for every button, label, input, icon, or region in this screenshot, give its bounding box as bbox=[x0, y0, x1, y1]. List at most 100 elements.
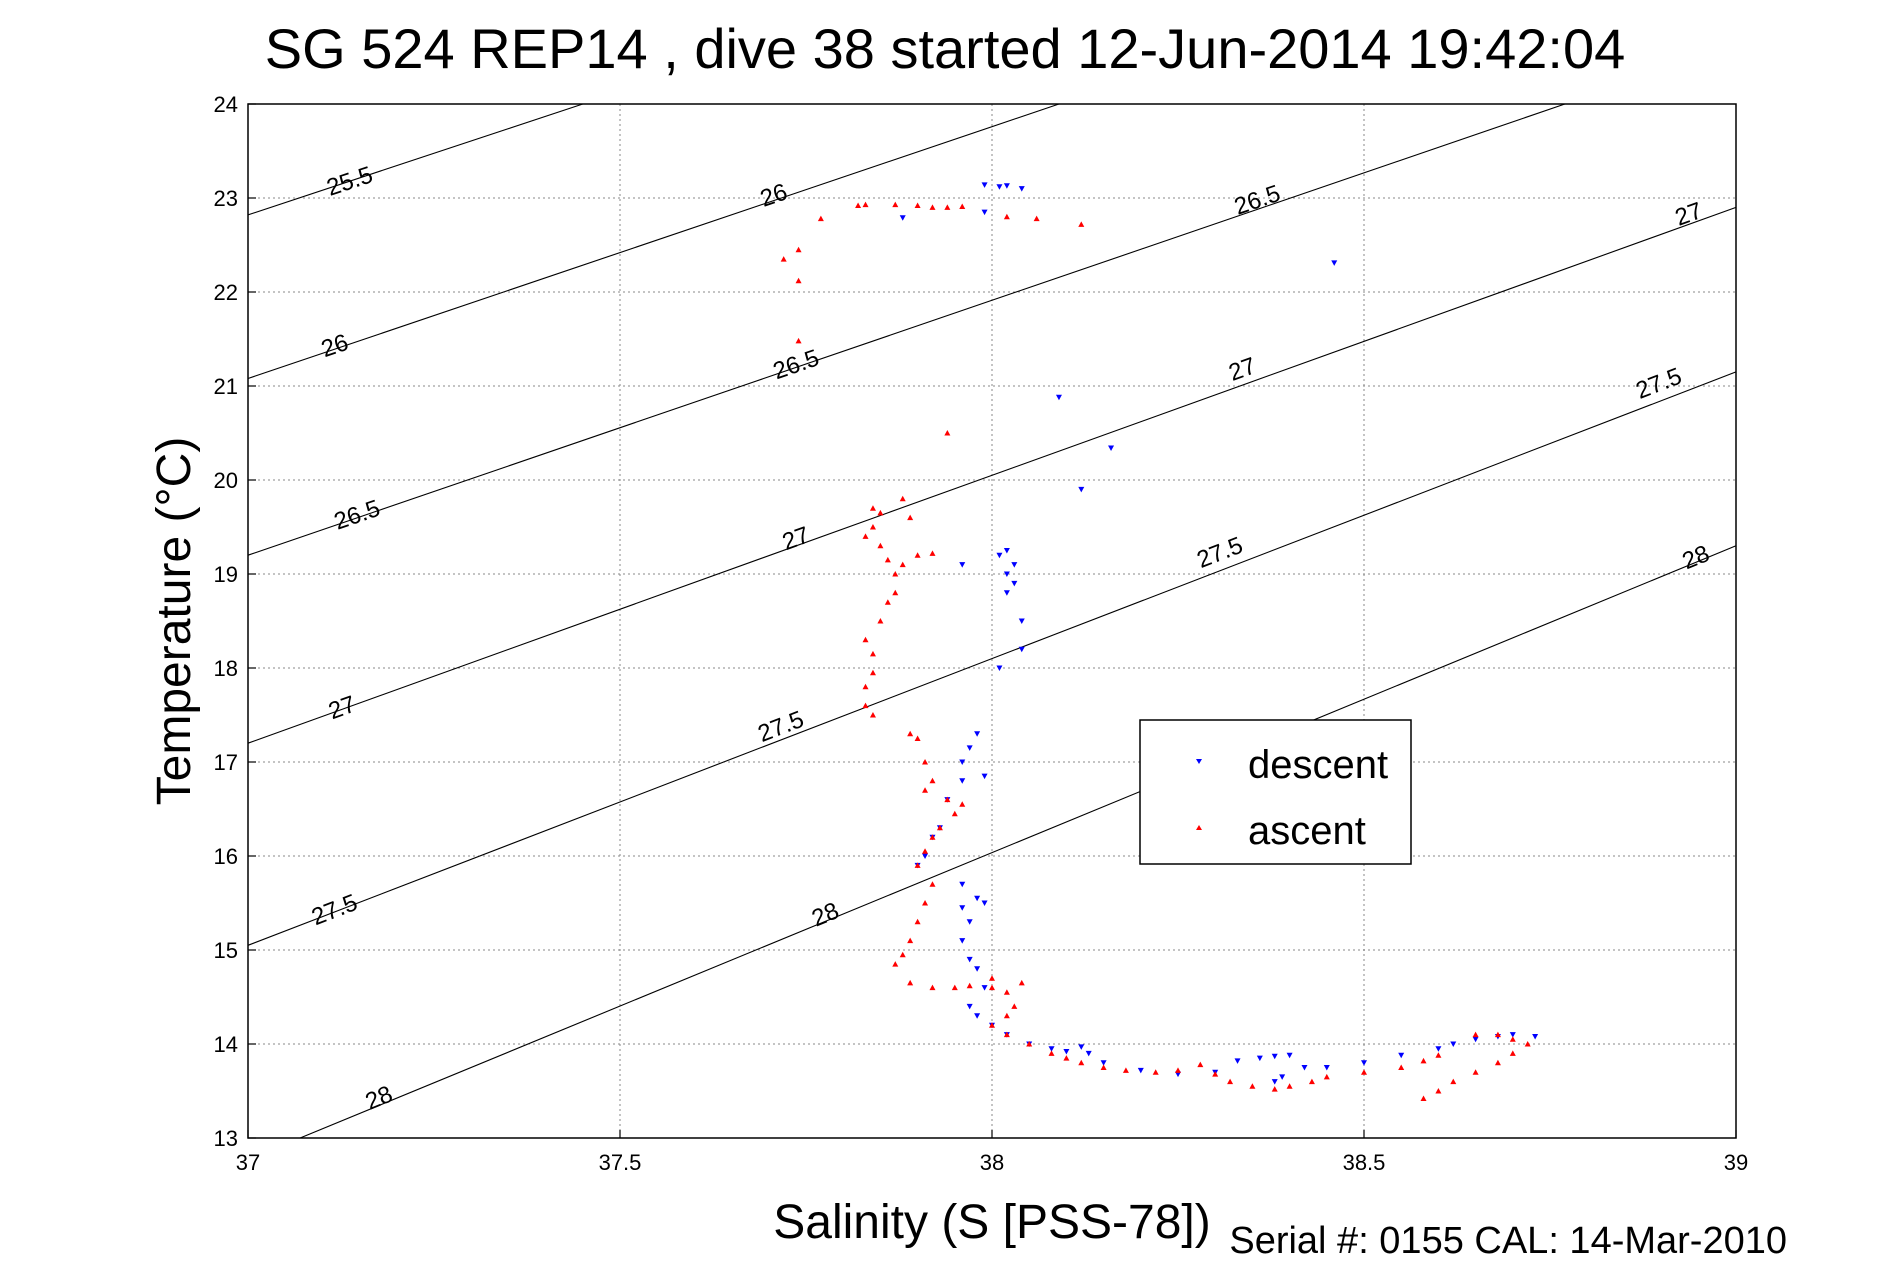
descent-point-2 bbox=[1003, 183, 1010, 189]
y-tick-label-6: 19 bbox=[214, 562, 238, 587]
descent-point-6 bbox=[1331, 260, 1338, 266]
descent-point-17 bbox=[1018, 646, 1025, 653]
descent-point-55 bbox=[1286, 1052, 1293, 1059]
x-axis-ticks: 37 37.5 38 38.5 39 bbox=[236, 1130, 1748, 1175]
ascent-point-65 bbox=[989, 1022, 995, 1028]
chart-title: SG 524 REP14 , dive 38 started 12-Jun-20… bbox=[265, 17, 1625, 80]
descent-point-46 bbox=[1078, 1044, 1085, 1050]
contour-line-0 bbox=[247, 103, 583, 216]
ascent-point-54 bbox=[892, 961, 899, 967]
y-tick-label-2: 15 bbox=[214, 938, 238, 963]
ascent-point-74 bbox=[1175, 1067, 1181, 1073]
ascent-point-64 bbox=[1003, 1012, 1010, 1019]
ascent-point-88 bbox=[1435, 1088, 1442, 1094]
descent-point-9 bbox=[1078, 486, 1085, 493]
y-tick-label-8: 21 bbox=[214, 374, 238, 399]
descent-point-0 bbox=[981, 182, 988, 188]
ascent-point-37 bbox=[907, 730, 914, 737]
ascent-point-78 bbox=[1249, 1083, 1256, 1089]
grid-lines bbox=[247, 103, 1737, 1139]
ascent-point-30 bbox=[862, 702, 869, 709]
ascent-point-72 bbox=[1122, 1067, 1129, 1073]
ascent-point-61 bbox=[1018, 979, 1025, 986]
ascent-point-39 bbox=[922, 759, 929, 765]
descent-point-67 bbox=[1532, 1033, 1539, 1040]
ascent-point-0 bbox=[855, 202, 862, 209]
descent-point-54 bbox=[1271, 1053, 1278, 1060]
legend-box bbox=[1139, 719, 1412, 865]
legend-descent-label: descent bbox=[1248, 743, 1388, 787]
contour-label-3-1: 27 bbox=[779, 522, 813, 556]
ascent-point-57 bbox=[951, 984, 958, 991]
ascent-point-6 bbox=[959, 203, 966, 209]
ascent-point-12 bbox=[795, 246, 802, 253]
ascent-point-93 bbox=[1524, 1041, 1531, 1047]
descent-point-28 bbox=[922, 853, 929, 859]
ascent-point-94 bbox=[1509, 1036, 1516, 1042]
descent-point-48 bbox=[1100, 1060, 1107, 1066]
ascent-point-8 bbox=[1033, 215, 1040, 222]
descent-point-23 bbox=[981, 773, 988, 780]
descent-series bbox=[899, 182, 1539, 1085]
descent-point-59 bbox=[1323, 1065, 1330, 1071]
ascent-point-4 bbox=[929, 204, 936, 210]
legend-ascent-label: ascent bbox=[1248, 809, 1366, 853]
ascent-point-23 bbox=[892, 589, 899, 596]
ascent-point-53 bbox=[899, 951, 906, 958]
descent-point-56 bbox=[1271, 1079, 1278, 1085]
ascent-point-80 bbox=[1286, 1083, 1293, 1089]
ascent-point-11 bbox=[780, 256, 787, 262]
contour-label-3-3: 27 bbox=[1672, 197, 1706, 231]
descent-point-39 bbox=[966, 1003, 973, 1010]
ascent-point-44 bbox=[951, 810, 958, 817]
descent-point-10 bbox=[1003, 548, 1010, 554]
ascent-point-49 bbox=[929, 881, 936, 887]
ascent-point-77 bbox=[1227, 1078, 1234, 1085]
contour-label-1-0: 26 bbox=[318, 329, 352, 363]
descent-point-15 bbox=[1003, 590, 1010, 596]
contour-label-2-0: 26.5 bbox=[331, 495, 384, 536]
legend: descent ascent bbox=[1139, 719, 1412, 865]
descent-point-7 bbox=[1055, 394, 1062, 401]
ascent-point-69 bbox=[1063, 1055, 1070, 1061]
ascent-point-82 bbox=[1323, 1073, 1330, 1080]
ascent-point-83 bbox=[1361, 1069, 1367, 1075]
ascent-point-21 bbox=[884, 556, 891, 563]
x-tick-label-3: 38.5 bbox=[1343, 1150, 1386, 1175]
ascent-point-85 bbox=[1420, 1057, 1427, 1064]
ascent-point-58 bbox=[966, 982, 973, 989]
ascent-point-3 bbox=[914, 202, 921, 209]
ascent-point-71 bbox=[1100, 1064, 1107, 1070]
ascent-point-89 bbox=[1450, 1078, 1457, 1085]
ascent-point-42 bbox=[944, 796, 951, 803]
descent-point-57 bbox=[1279, 1074, 1286, 1080]
contour-label-5-2: 28 bbox=[1678, 540, 1713, 575]
ascent-point-5 bbox=[944, 204, 951, 210]
ascent-point-20 bbox=[877, 542, 884, 549]
ascent-point-24 bbox=[884, 599, 891, 605]
ascent-point-15 bbox=[944, 430, 951, 436]
descent-point-64 bbox=[1472, 1036, 1479, 1043]
ascent-point-62 bbox=[989, 975, 995, 981]
ascent-point-32 bbox=[907, 514, 914, 521]
ascent-point-76 bbox=[1212, 1071, 1219, 1077]
y-tick-label-7: 20 bbox=[214, 468, 238, 493]
ascent-point-47 bbox=[922, 848, 929, 854]
contour-line-4 bbox=[247, 371, 1737, 946]
ascent-point-60 bbox=[1003, 989, 1010, 995]
ascent-point-63 bbox=[1011, 1003, 1018, 1009]
ascent-point-46 bbox=[929, 834, 936, 840]
ascent-point-92 bbox=[1509, 1050, 1516, 1056]
x-axis-label: Salinity (S [PSS-78]) bbox=[773, 1196, 1210, 1249]
descent-point-1 bbox=[996, 184, 1003, 190]
ascent-point-17 bbox=[877, 509, 884, 516]
descent-point-49 bbox=[1137, 1067, 1144, 1074]
ascent-point-29 bbox=[862, 683, 869, 690]
ascent-point-73 bbox=[1152, 1069, 1159, 1075]
descent-point-50 bbox=[1175, 1071, 1181, 1078]
contour-label-3-2: 27 bbox=[1225, 352, 1259, 386]
y-tick-label-3: 16 bbox=[214, 844, 238, 869]
x-tick-label-1: 37.5 bbox=[599, 1150, 642, 1175]
ascent-point-9 bbox=[1078, 221, 1085, 227]
contour-label-5-1: 28 bbox=[808, 897, 843, 932]
